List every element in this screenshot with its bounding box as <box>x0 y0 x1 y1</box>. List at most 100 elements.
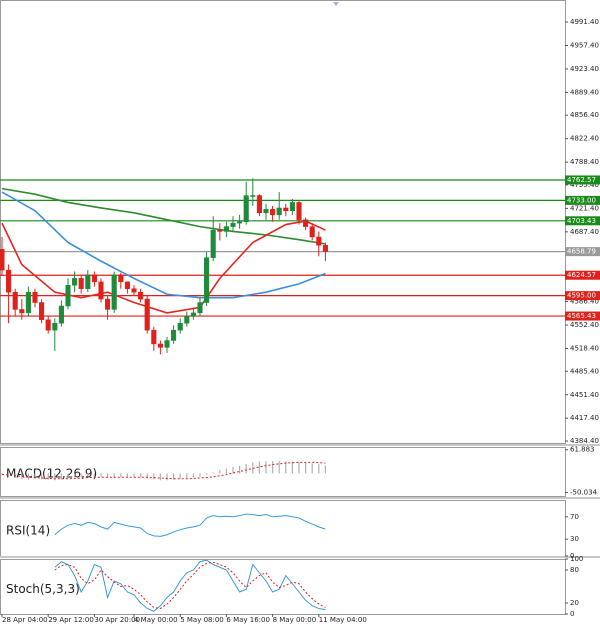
candle-body <box>309 226 315 238</box>
candle-body <box>177 322 183 331</box>
candle-body <box>32 291 38 303</box>
candle-body <box>124 281 130 289</box>
level-label-box <box>565 175 600 185</box>
moving-average <box>1 187 326 245</box>
candle-body <box>85 274 91 289</box>
candle-body <box>19 309 25 314</box>
candle-body <box>190 312 196 317</box>
candle-body <box>131 288 137 293</box>
candle-body <box>98 281 104 300</box>
candle-body <box>270 209 276 216</box>
x-tick-label: 30 Apr 20:00 <box>94 616 140 624</box>
level-label: 4762.57 <box>567 176 596 184</box>
candle-body <box>25 291 31 314</box>
candle-body <box>243 195 249 223</box>
y-tick-label: 4755.40 <box>570 181 599 189</box>
level-label-box <box>565 311 600 321</box>
candle-body <box>197 302 203 314</box>
candle-body <box>276 207 282 216</box>
candle-body <box>230 222 236 227</box>
y-tick-label: 0 <box>570 610 574 618</box>
y-tick-label: 4518.40 <box>570 345 599 353</box>
candle-body <box>12 291 18 310</box>
panel-label: Stoch(5,3,3) <box>6 582 80 596</box>
y-tick-label: 4923.40 <box>570 65 599 73</box>
y-tick-label: 20 <box>570 599 579 607</box>
y-tick-label: 4417.40 <box>570 414 599 422</box>
candle-body <box>157 343 163 348</box>
y-tick-label: 80 <box>570 566 579 574</box>
candle-body <box>72 278 78 286</box>
level-label-box <box>565 247 600 257</box>
panel-frame <box>0 447 566 497</box>
candle-body <box>184 316 190 324</box>
candle-body <box>0 249 5 271</box>
candle-body <box>283 207 289 211</box>
level-label: 4624.57 <box>567 271 596 279</box>
shift-marker[interactable] <box>333 2 339 6</box>
y-tick-label: 30 <box>570 535 579 543</box>
panel-label: RSI(14) <box>6 523 50 537</box>
indicator-line <box>54 561 326 610</box>
y-tick-label: 4957.40 <box>570 41 599 49</box>
y-tick-label: 100 <box>570 555 583 563</box>
candle-body <box>65 285 71 307</box>
candle-body <box>223 226 229 232</box>
y-tick-label: 4485.40 <box>570 367 599 375</box>
level-label-box <box>565 270 600 280</box>
candle-body <box>289 202 295 211</box>
candle-body <box>144 298 150 331</box>
y-tick-label: 4721.40 <box>570 204 599 212</box>
level-label-box <box>565 216 600 226</box>
indicator-line <box>54 513 326 537</box>
candle-body <box>105 298 111 310</box>
candle-body <box>217 229 223 232</box>
panel-frame <box>0 559 566 615</box>
candle-body <box>52 322 58 331</box>
level-label: 4733.00 <box>567 196 596 204</box>
candle-body <box>151 329 157 345</box>
candle-body <box>316 236 322 246</box>
y-tick-label: 0 <box>570 552 574 560</box>
candle-body <box>210 229 216 258</box>
panel-separator <box>0 556 600 558</box>
candle-body <box>303 219 309 227</box>
panel-separator <box>0 497 600 499</box>
x-tick-label: 11 May 04:00 <box>319 616 367 624</box>
candle-body <box>58 305 64 324</box>
candle-body <box>91 274 97 283</box>
x-tick-label: 4 May 00:00 <box>134 616 178 624</box>
candle-body <box>204 257 210 303</box>
y-tick-label: 4991.40 <box>570 18 599 26</box>
x-tick-label: 29 Apr 12:00 <box>48 616 94 624</box>
candle-body <box>322 244 328 252</box>
candle-body <box>39 302 45 321</box>
level-label-box <box>565 291 600 301</box>
y-tick-label: -50.034 <box>570 489 598 497</box>
x-tick-label: 6 May 16:00 <box>226 616 270 624</box>
y-tick-label: 4822.40 <box>570 135 599 143</box>
y-tick-label: 61.883 <box>570 446 595 454</box>
y-tick-label: 4687.40 <box>570 228 599 236</box>
y-tick-label: 4586.40 <box>570 298 599 306</box>
candle-body <box>118 274 124 283</box>
macd-signal <box>1 461 326 480</box>
candle-body <box>263 209 269 214</box>
candle-body <box>237 221 243 224</box>
y-tick-label: 4384.40 <box>570 437 599 445</box>
candle-body <box>111 274 117 310</box>
candle-body <box>164 340 170 348</box>
y-tick-label: 4856.40 <box>570 111 599 119</box>
candle-body <box>45 319 51 331</box>
x-tick-label: 28 Apr 04:00 <box>2 616 48 624</box>
y-tick-label: 70 <box>570 513 579 521</box>
level-label: 4565.43 <box>567 312 596 320</box>
y-tick-label: 4889.40 <box>570 88 599 96</box>
candle-body <box>138 291 144 300</box>
y-tick-label: 4552.40 <box>570 321 599 329</box>
level-label-box <box>565 195 600 205</box>
moving-average <box>1 191 326 299</box>
x-tick-label: 5 May 08:00 <box>180 616 224 624</box>
